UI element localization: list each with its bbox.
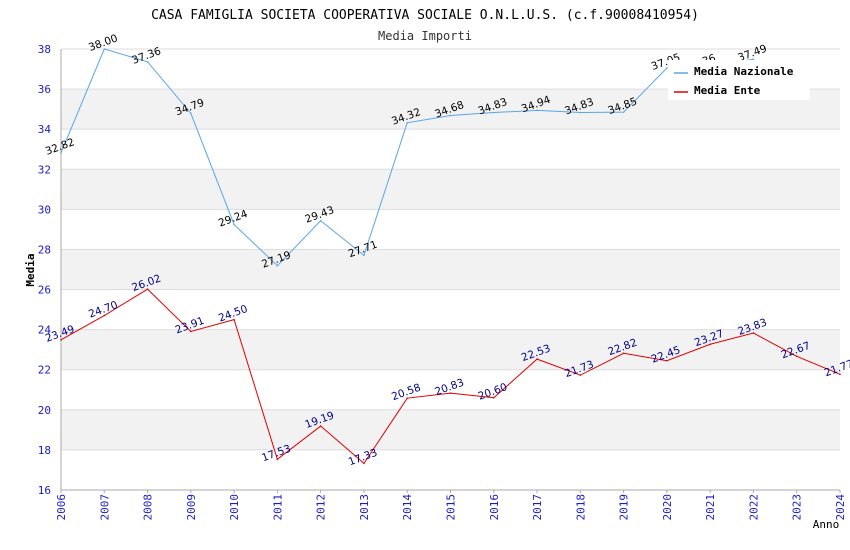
grid-band	[61, 169, 840, 210]
data-point-media-ente	[536, 358, 538, 360]
data-label-media-ente: 24.70	[87, 299, 119, 321]
x-tick-label: 2022	[747, 494, 760, 521]
data-point-media-ente	[60, 339, 62, 341]
data-point-media-nazionale	[579, 111, 582, 114]
data-point-media-ente	[795, 355, 798, 358]
legend-box	[668, 60, 810, 100]
y-axis-label: Media	[24, 253, 37, 286]
data-point-media-ente	[752, 332, 755, 334]
data-point-media-nazionale	[536, 109, 538, 112]
y-tick-label: 32	[38, 163, 51, 176]
data-point-media-ente	[406, 397, 409, 399]
x-tick-label: 2012	[315, 494, 328, 521]
data-point-media-nazionale	[752, 58, 755, 61]
x-tick-label: 2006	[55, 494, 68, 521]
y-tick-label: 26	[38, 284, 51, 297]
x-tick-label: 2023	[791, 494, 804, 521]
data-point-media-ente	[622, 352, 625, 355]
x-tick-label: 2007	[98, 494, 111, 521]
data-label-media-ente: 20.83	[433, 377, 465, 399]
data-point-media-nazionale	[60, 152, 62, 154]
data-point-media-ente	[839, 373, 841, 376]
gridlines	[61, 48, 840, 491]
y-tick-label: 20	[38, 404, 51, 417]
data-label-media-ente: 20.60	[477, 381, 509, 403]
x-tick-label: 2011	[271, 494, 284, 521]
data-point-media-ente	[709, 343, 711, 346]
x-tick-label: 2017	[531, 494, 544, 521]
data-point-media-ente	[233, 318, 235, 321]
x-tick-label: 2010	[228, 494, 241, 521]
y-tick-label: 22	[38, 364, 51, 377]
data-point-media-ente	[449, 392, 452, 394]
y-tick-label: 36	[38, 83, 51, 96]
chart-title: CASA FAMIGLIA SOCIETA COOPERATIVA SOCIAL…	[151, 8, 699, 23]
data-point-media-ente	[319, 425, 322, 427]
data-point-media-ente	[492, 396, 495, 399]
data-label-media-nazionale: 32.82	[44, 136, 76, 158]
y-tick-label: 38	[38, 43, 51, 56]
data-point-media-nazionale	[622, 111, 625, 113]
x-axis-label: Anno	[813, 518, 840, 531]
x-tick-label: 2016	[488, 494, 501, 521]
x-tick-label: 2021	[704, 494, 717, 521]
y-tick-label: 28	[38, 243, 51, 256]
chart-subtitle: Media Importi	[378, 29, 472, 43]
series-line-media-nazionale	[60, 48, 754, 267]
x-tick-label: 2009	[185, 494, 198, 521]
x-tick-labels: 2006 2007 2008 2009 2010 2011 2012 2013 2014 2015…	[55, 494, 847, 521]
data-point-media-nazionale	[190, 112, 192, 115]
grid-band	[61, 249, 840, 290]
data-point-media-ente	[146, 288, 149, 290]
y-tick-label: 34	[38, 123, 52, 136]
data-point-media-nazionale	[492, 111, 495, 114]
data-point-media-nazionale	[233, 223, 235, 226]
data-point-media-nazionale	[319, 219, 322, 222]
grid-band	[61, 329, 840, 370]
x-tick-label: 2014	[401, 494, 414, 521]
y-tick-label: 24	[38, 324, 52, 337]
data-point-media-ente	[276, 458, 279, 461]
data-point-media-nazionale	[103, 48, 106, 50]
y-tick-label: 18	[38, 444, 51, 457]
legend: Media Nazionale Media Ente	[668, 60, 810, 100]
data-label-media-nazionale: 37.36	[130, 45, 163, 67]
x-tick-label: 2013	[358, 494, 371, 521]
legend-label-media-ente: Media Ente	[694, 84, 761, 97]
x-tick-label: 2015	[445, 494, 458, 521]
data-point-media-nazionale	[363, 254, 365, 257]
data-point-media-nazionale	[146, 61, 149, 63]
x-tick-label: 2024	[834, 494, 847, 521]
grid-bands	[61, 89, 840, 450]
x-tick-label: 2020	[661, 494, 674, 521]
x-tick-label: 2008	[142, 494, 155, 521]
data-point-media-ente	[363, 462, 365, 465]
data-label-media-ente: 24.50	[217, 303, 249, 325]
series-lines	[60, 48, 841, 465]
legend-label-media-nazionale: Media Nazionale	[694, 65, 794, 78]
y-tick-label: 30	[38, 203, 51, 216]
data-point-media-nazionale	[406, 121, 409, 124]
data-point-media-ente	[666, 359, 668, 362]
x-tick-label: 2018	[574, 494, 587, 521]
data-point-media-ente	[190, 330, 192, 333]
y-tick-labels: 16 18 20 22 24 26 28 30 32 34 36 38	[38, 43, 52, 497]
axes	[60, 49, 841, 493]
data-point-media-nazionale	[276, 264, 279, 267]
data-point-media-ente	[103, 314, 106, 317]
data-point-media-nazionale	[666, 67, 668, 69]
y-tick-label: 16	[38, 484, 51, 497]
data-point-media-nazionale	[449, 114, 452, 117]
x-tick-label: 2019	[618, 494, 631, 521]
grid-band	[61, 409, 840, 450]
data-point-media-ente	[579, 374, 582, 376]
data-label-media-nazionale: 29.24	[217, 208, 250, 230]
